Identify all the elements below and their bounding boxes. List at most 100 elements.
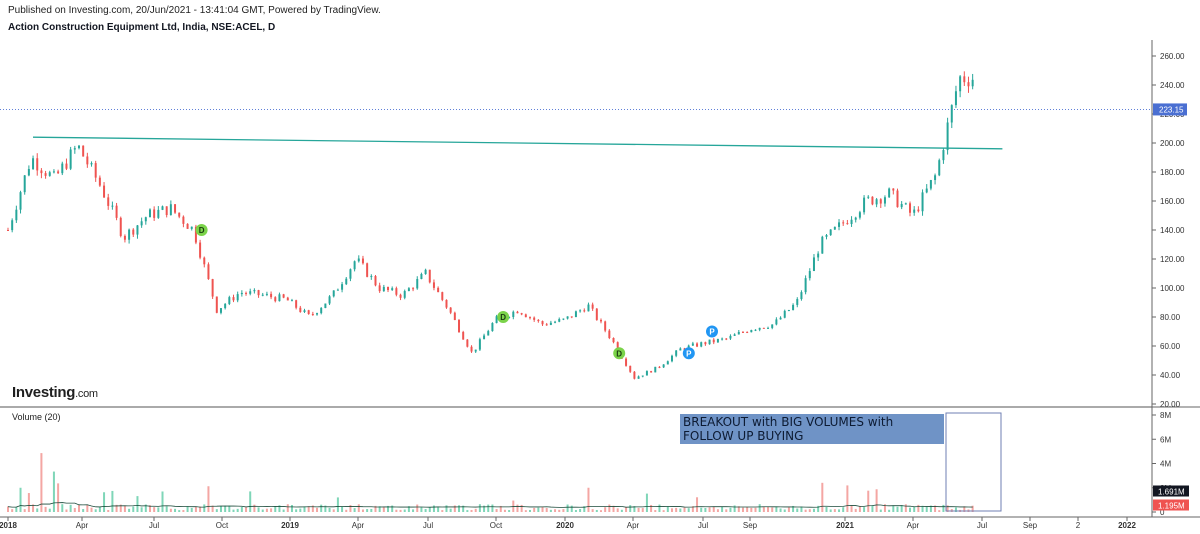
volume-bar-up xyxy=(483,505,486,512)
volume-bar-up xyxy=(407,506,410,512)
up-candle xyxy=(253,290,256,292)
volume-bar-down xyxy=(361,509,364,512)
down-candle xyxy=(412,288,415,290)
up-candle xyxy=(32,158,35,170)
volume-bar-down xyxy=(470,509,473,512)
volume-bar-up xyxy=(274,506,277,512)
volume-bar-up xyxy=(954,507,957,512)
volume-bar-down xyxy=(245,507,248,512)
volume-bar-down xyxy=(762,506,765,512)
marker-label: D xyxy=(500,313,506,322)
time-tick-label: Apr xyxy=(352,521,365,530)
volume-bar-up xyxy=(595,509,598,512)
volume-bar-down xyxy=(399,509,402,512)
volume-bar-down xyxy=(716,509,719,512)
volume-bar-up xyxy=(203,504,206,512)
down-candle xyxy=(82,145,85,157)
volume-bar-down xyxy=(199,506,202,512)
volume-bar-up xyxy=(721,507,724,512)
last-price-label: 223.15 xyxy=(1159,105,1184,114)
volume-bar-up xyxy=(633,506,636,512)
down-candle xyxy=(909,203,912,213)
time-tick-label: Jul xyxy=(977,521,987,530)
up-candle xyxy=(779,317,782,320)
volume-bar-up xyxy=(328,507,331,512)
volume-bar-down xyxy=(670,508,673,512)
volume-bar-down xyxy=(712,506,715,512)
up-candle xyxy=(792,304,795,311)
down-candle xyxy=(470,346,473,352)
down-candle xyxy=(595,308,598,320)
up-candle xyxy=(240,292,243,295)
down-candle xyxy=(65,163,68,169)
volume-bar-up xyxy=(566,504,569,512)
volume-bar-up xyxy=(303,506,306,512)
volume-bar-down xyxy=(804,509,807,512)
volume-bar-up xyxy=(800,506,803,512)
price-candles xyxy=(7,71,974,380)
volume-bar-down xyxy=(395,509,398,512)
up-candle xyxy=(574,311,577,318)
volume-bar-down xyxy=(854,508,857,512)
volume-bar-up xyxy=(812,508,815,512)
down-candle xyxy=(616,342,619,352)
investing-logo: Investing.com xyxy=(12,384,98,401)
volume-bar-down xyxy=(558,509,561,512)
volume-bar-up xyxy=(929,505,932,512)
breakout-annotation: BREAKOUT with BIG VOLUMES with FOLLOW UP… xyxy=(680,414,944,444)
up-candle xyxy=(925,188,928,193)
last-price-badge xyxy=(1153,103,1187,116)
down-candle xyxy=(458,319,461,333)
up-candle xyxy=(261,294,264,296)
volume-bar-up xyxy=(144,504,147,512)
up-candle xyxy=(796,299,799,305)
down-candle xyxy=(299,307,302,313)
volume-bar-up xyxy=(491,504,494,512)
volume-bar-up xyxy=(796,508,799,512)
volume-bar-up xyxy=(529,509,531,512)
price-tick-label: 120.00 xyxy=(1160,255,1185,264)
up-candle xyxy=(495,316,498,324)
volume-bar-down xyxy=(662,510,665,512)
volume-bar-up xyxy=(391,505,394,512)
down-candle xyxy=(633,371,636,379)
up-candle xyxy=(729,335,732,339)
volume-bar-up xyxy=(290,504,293,512)
volume-bar-up xyxy=(449,508,452,512)
down-candle xyxy=(625,358,628,366)
time-tick-label: 2019 xyxy=(281,521,299,530)
volume-bar-down xyxy=(194,506,197,512)
time-tick-label: Oct xyxy=(490,521,503,530)
volume-bar-down xyxy=(821,482,824,512)
volume-bar-up xyxy=(921,505,924,512)
volume-bar-down xyxy=(270,508,273,512)
volume-bar-up xyxy=(387,505,390,512)
volume-bar-up xyxy=(257,507,260,512)
up-candle xyxy=(771,324,774,328)
logo-suffix: .com xyxy=(75,388,98,400)
up-candle xyxy=(407,288,410,292)
price-tick-label: 20.00 xyxy=(1160,400,1181,409)
down-candle xyxy=(257,290,260,296)
down-candle xyxy=(215,296,218,313)
up-candle xyxy=(938,160,941,176)
volume-bar-down xyxy=(750,507,753,512)
volume-bar-down xyxy=(57,483,60,512)
volume-bar-up xyxy=(896,506,899,512)
up-candle xyxy=(265,293,268,295)
up-candle xyxy=(391,288,394,291)
down-candle xyxy=(44,173,47,176)
up-candle xyxy=(228,297,231,304)
volume-bar-up xyxy=(658,504,661,512)
down-candle xyxy=(591,304,594,309)
time-axis: 2018 Apr Jul Oct 2019 Apr Jul Oct 2020 Apr Jul Sep 2… xyxy=(0,517,1136,530)
volume-bar-up xyxy=(320,504,323,512)
down-candle xyxy=(153,209,156,218)
volume-tick-label: 0 xyxy=(1160,508,1165,517)
volume-bar-down xyxy=(316,507,319,512)
volume-bar-up xyxy=(817,505,820,512)
time-tick-label: Oct xyxy=(216,521,229,530)
volume-bar-up xyxy=(236,508,239,512)
up-candle xyxy=(148,209,151,218)
